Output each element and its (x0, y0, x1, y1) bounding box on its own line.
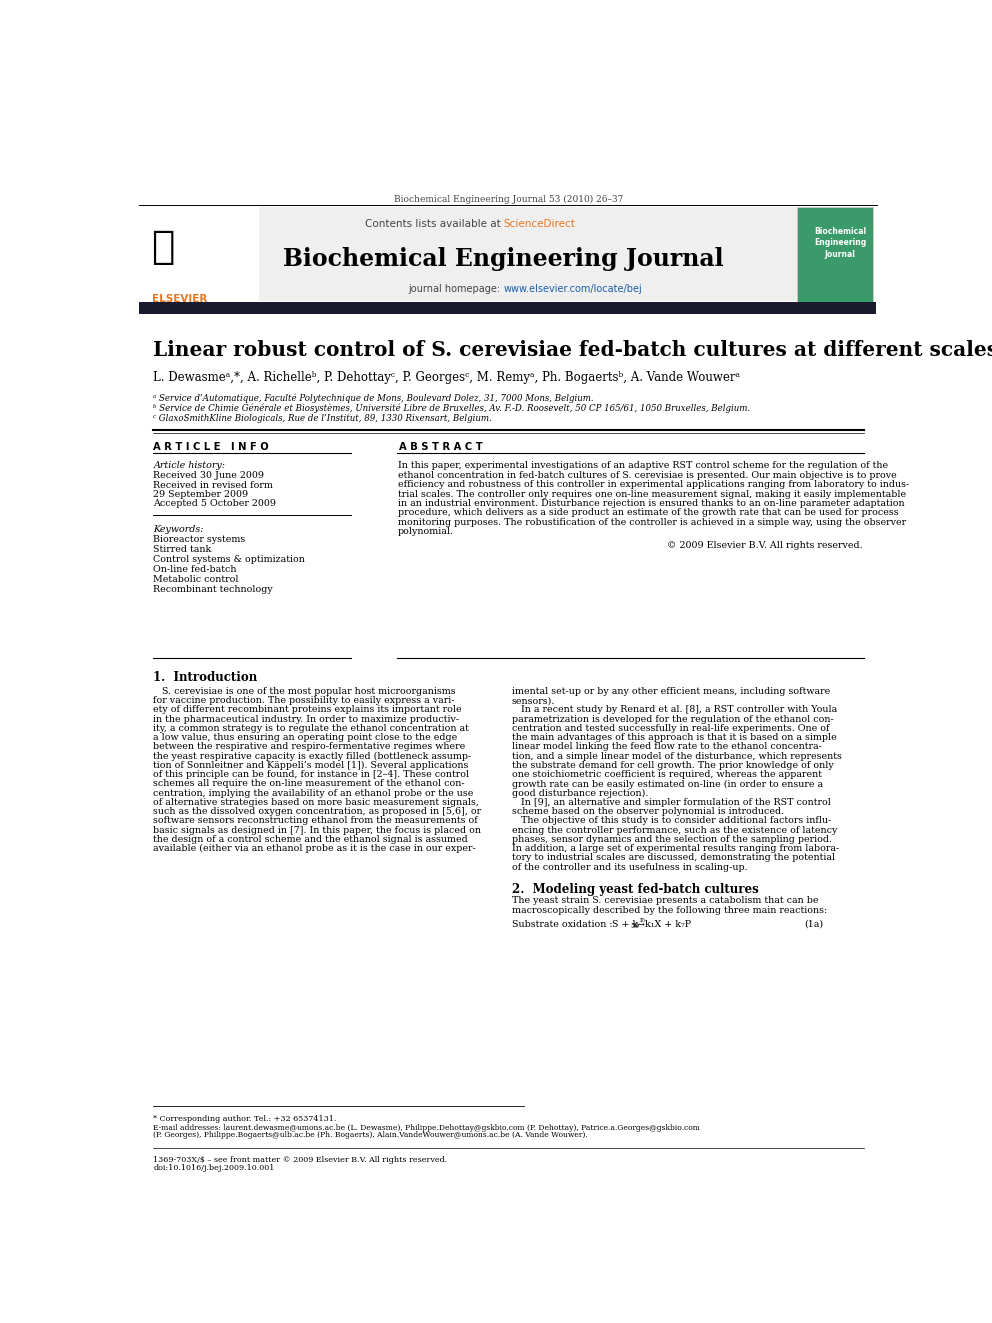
FancyBboxPatch shape (139, 206, 259, 302)
Text: polynomial.: polynomial. (398, 527, 453, 536)
Text: (P. Georges), Philippe.Bogaerts@ulb.ac.be (Ph. Bogaerts), Alain.VandeWouwer@umon: (P. Georges), Philippe.Bogaerts@ulb.ac.b… (154, 1131, 588, 1139)
Text: © 2009 Elsevier B.V. All rights reserved.: © 2009 Elsevier B.V. All rights reserved… (667, 541, 863, 550)
Text: r₀: r₀ (640, 916, 646, 923)
Text: one stoichiometric coefficient is required, whereas the apparent: one stoichiometric coefficient is requir… (512, 770, 821, 779)
Text: S + k: S + k (612, 919, 639, 929)
Text: ELSEVIER: ELSEVIER (152, 294, 207, 303)
FancyBboxPatch shape (139, 302, 876, 315)
Text: 1369-703X/$ – see front matter © 2009 Elsevier B.V. All rights reserved.: 1369-703X/$ – see front matter © 2009 El… (154, 1156, 447, 1164)
Text: In addition, a large set of experimental results ranging from labora-: In addition, a large set of experimental… (512, 844, 839, 853)
Text: Article history:: Article history: (154, 462, 225, 471)
Text: sensors).: sensors). (512, 696, 555, 705)
Text: of the controller and its usefulness in scaling-up.: of the controller and its usefulness in … (512, 863, 747, 872)
Text: for vaccine production. The possibility to easily express a vari-: for vaccine production. The possibility … (154, 696, 455, 705)
Text: basic signals as designed in [7]. In this paper, the focus is placed on: basic signals as designed in [7]. In thi… (154, 826, 481, 835)
Text: ᵃ Service d’Automatique, Faculté Polytechnique de Mons, Boulevard Dolez, 31, 700: ᵃ Service d’Automatique, Faculté Polytec… (154, 394, 594, 404)
Text: phases, sensor dynamics and the selection of the sampling period.: phases, sensor dynamics and the selectio… (512, 835, 831, 844)
Text: imental set-up or by any other efficient means, including software: imental set-up or by any other efficient… (512, 687, 829, 696)
Text: software sensors reconstructing ethanol from the measurements of: software sensors reconstructing ethanol … (154, 816, 478, 826)
Text: ScienceDirect: ScienceDirect (504, 218, 575, 229)
Text: Contents lists available at: Contents lists available at (365, 218, 504, 229)
Text: 50: 50 (630, 922, 639, 930)
Text: a low value, thus ensuring an operating point close to the edge: a low value, thus ensuring an operating … (154, 733, 457, 742)
Text: monitoring purposes. The robustification of the controller is achieved in a simp: monitoring purposes. The robustification… (398, 517, 906, 527)
Text: In a recent study by Renard et al. [8], a RST controller with Youla: In a recent study by Renard et al. [8], … (512, 705, 836, 714)
Text: 🌳: 🌳 (151, 228, 175, 266)
Text: A B S T R A C T: A B S T R A C T (399, 442, 483, 452)
Text: efficiency and robustness of this controller in experimental applications rangin: efficiency and robustness of this contro… (398, 480, 909, 490)
FancyBboxPatch shape (139, 206, 801, 302)
Text: (1a): (1a) (805, 919, 823, 929)
Text: Biochemical Engineering Journal 53 (2010) 26–37: Biochemical Engineering Journal 53 (2010… (394, 194, 623, 204)
Text: of alternative strategies based on more basic measurement signals,: of alternative strategies based on more … (154, 798, 479, 807)
Text: in the pharmaceutical industry. In order to maximize productiv-: in the pharmaceutical industry. In order… (154, 714, 459, 724)
Text: growth rate can be easily estimated on-line (in order to ensure a: growth rate can be easily estimated on-l… (512, 779, 822, 789)
Text: L. Dewasmeᵃ,*, A. Richelleᵇ, P. Dehottayᶜ, P. Georgesᶜ, M. Remyᵃ, Ph. Bogaertsᵇ,: L. Dewasmeᵃ,*, A. Richelleᵇ, P. Dehottay… (154, 370, 740, 384)
Text: the yeast respirative capacity is exactly filled (bottleneck assump-: the yeast respirative capacity is exactl… (154, 751, 472, 761)
Text: 1.  Introduction: 1. Introduction (154, 671, 258, 684)
Text: such as the dissolved oxygen concentration, as proposed in [5,6], or: such as the dissolved oxygen concentrati… (154, 807, 481, 816)
Text: the main advantages of this approach is that it is based on a simple: the main advantages of this approach is … (512, 733, 836, 742)
Text: ity, a common strategy is to regulate the ethanol concentration at: ity, a common strategy is to regulate th… (154, 724, 469, 733)
Text: Recombinant technology: Recombinant technology (154, 585, 273, 594)
Text: ᵇ Service de Chimie Générale et Biosystèmes, Université Libre de Bruxelles, Av. : ᵇ Service de Chimie Générale et Biosystè… (154, 404, 751, 413)
Text: Metabolic control: Metabolic control (154, 574, 239, 583)
Text: Accepted 5 October 2009: Accepted 5 October 2009 (154, 499, 277, 508)
Text: journal homepage:: journal homepage: (409, 284, 504, 294)
Text: in an industrial environment. Disturbance rejection is ensured thanks to an on-l: in an industrial environment. Disturbanc… (398, 499, 904, 508)
Text: ethanol concentration in fed-batch cultures of S. cerevisiae is presented. Our m: ethanol concentration in fed-batch cultu… (398, 471, 897, 480)
Text: Stirred tank: Stirred tank (154, 545, 211, 553)
Text: Keywords:: Keywords: (154, 524, 204, 533)
Text: tion of Sonnleitner and Käppeli’s model [1]). Several applications: tion of Sonnleitner and Käppeli’s model … (154, 761, 469, 770)
Text: ᶜ GlaxoSmithKline Biologicals, Rue de l’Institut, 89, 1330 Rixensart, Belgium.: ᶜ GlaxoSmithKline Biologicals, Rue de l’… (154, 414, 492, 422)
Text: schemes all require the on-line measurement of the ethanol con-: schemes all require the on-line measurem… (154, 779, 465, 789)
Text: the design of a control scheme and the ethanol signal is assumed: the design of a control scheme and the e… (154, 835, 468, 844)
Text: E-mail addresses: laurent.dewasme@umons.ac.be (L. Dewasme), Philippe.Dehottay@gs: E-mail addresses: laurent.dewasme@umons.… (154, 1123, 700, 1131)
FancyBboxPatch shape (798, 206, 873, 302)
Text: Substrate oxidation :: Substrate oxidation : (512, 919, 612, 929)
Text: The objective of this study is to consider additional factors influ-: The objective of this study is to consid… (512, 816, 831, 826)
Text: A R T I C L E   I N F O: A R T I C L E I N F O (154, 442, 269, 452)
Text: of this principle can be found, for instance in [2–4]. These control: of this principle can be found, for inst… (154, 770, 469, 779)
Text: →k₁X + k₇P: →k₁X + k₇P (637, 919, 691, 929)
Text: 29 September 2009: 29 September 2009 (154, 490, 249, 499)
Text: the substrate demand for cell growth. The prior knowledge of only: the substrate demand for cell growth. Th… (512, 761, 833, 770)
Text: doi:10.1016/j.bej.2009.10.001: doi:10.1016/j.bej.2009.10.001 (154, 1164, 275, 1172)
Text: centration and tested successfully in real-life experiments. One of: centration and tested successfully in re… (512, 724, 829, 733)
Text: tion, and a simple linear model of the disturbance, which represents: tion, and a simple linear model of the d… (512, 751, 841, 761)
Text: tory to industrial scales are discussed, demonstrating the potential: tory to industrial scales are discussed,… (512, 853, 834, 863)
Text: * Corresponding author. Tel.: +32 65374131.: * Corresponding author. Tel.: +32 653741… (154, 1115, 337, 1123)
Text: 2.  Modeling yeast fed-batch cultures: 2. Modeling yeast fed-batch cultures (512, 882, 758, 896)
Text: available (either via an ethanol probe as it is the case in our exper-: available (either via an ethanol probe a… (154, 844, 476, 853)
Text: good disturbance rejection).: good disturbance rejection). (512, 789, 648, 798)
Text: Biochemical Engineering Journal: Biochemical Engineering Journal (284, 247, 724, 271)
Text: Biochemical
Engineering
Journal: Biochemical Engineering Journal (814, 226, 866, 259)
Text: macroscopically described by the following three main reactions:: macroscopically described by the followi… (512, 906, 826, 914)
Text: linear model linking the feed flow rate to the ethanol concentra-: linear model linking the feed flow rate … (512, 742, 821, 751)
Text: Linear robust control of S. cerevisiae fed-batch cultures at different scales: Linear robust control of S. cerevisiae f… (154, 340, 992, 360)
Text: Bioreactor systems: Bioreactor systems (154, 534, 246, 544)
Text: parametrization is developed for the regulation of the ethanol con-: parametrization is developed for the reg… (512, 714, 833, 724)
Text: In [9], an alternative and simpler formulation of the RST control: In [9], an alternative and simpler formu… (512, 798, 830, 807)
Text: trial scales. The controller only requires one on-line measurement signal, makin: trial scales. The controller only requir… (398, 490, 906, 499)
Text: scheme based on the observer polynomial is introduced.: scheme based on the observer polynomial … (512, 807, 784, 816)
Text: Received 30 June 2009: Received 30 June 2009 (154, 471, 265, 480)
Text: procedure, which delivers as a side product an estimate of the growth rate that : procedure, which delivers as a side prod… (398, 508, 898, 517)
Text: encing the controller performance, such as the existence of latency: encing the controller performance, such … (512, 826, 837, 835)
Text: S. cerevisiae is one of the most popular host microorganisms: S. cerevisiae is one of the most popular… (154, 687, 456, 696)
Text: centration, implying the availability of an ethanol probe or the use: centration, implying the availability of… (154, 789, 474, 798)
Text: Control systems & optimization: Control systems & optimization (154, 554, 306, 564)
Text: In this paper, experimental investigations of an adaptive RST control scheme for: In this paper, experimental investigatio… (398, 462, 888, 471)
Text: ety of different recombinant proteins explains its important role: ety of different recombinant proteins ex… (154, 705, 462, 714)
Text: www.elsevier.com/locate/bej: www.elsevier.com/locate/bej (504, 284, 643, 294)
Text: between the respirative and respiro-fermentative regimes where: between the respirative and respiro-ferm… (154, 742, 465, 751)
Text: Received in revised form: Received in revised form (154, 480, 274, 490)
Text: On-line fed-batch: On-line fed-batch (154, 565, 237, 574)
Text: The yeast strain S. cerevisiae presents a catabolism that can be: The yeast strain S. cerevisiae presents … (512, 897, 818, 905)
